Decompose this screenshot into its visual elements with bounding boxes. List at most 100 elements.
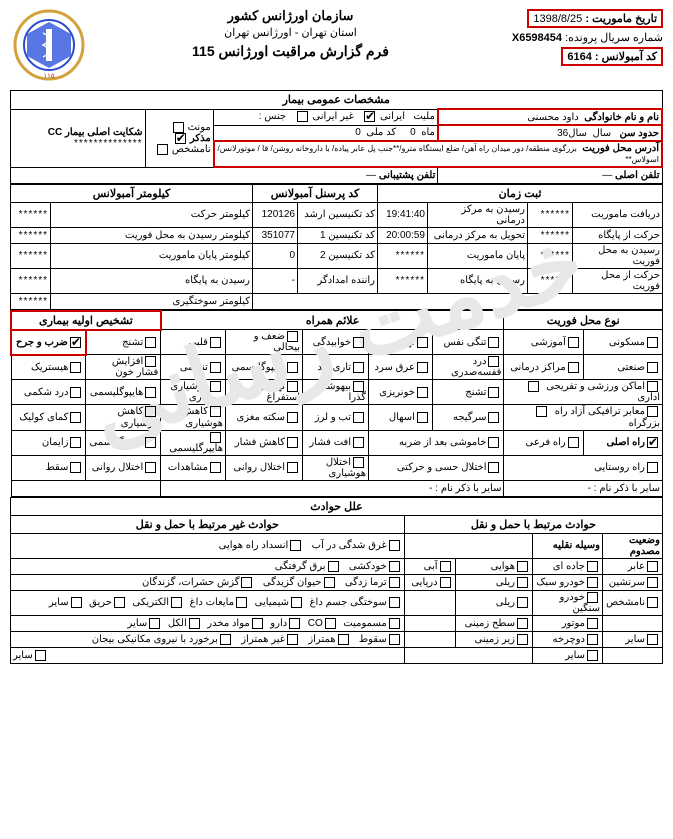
gender-label: جنس : [259, 112, 287, 123]
s33-chk[interactable] [353, 381, 364, 392]
loc-d1-chk[interactable] [647, 406, 658, 417]
loc-f1-chk[interactable] [647, 462, 658, 473]
v3-chk[interactable] [587, 592, 598, 603]
d5a-chk[interactable] [145, 437, 156, 448]
loc-c2-chk[interactable] [528, 381, 539, 392]
tt3-chk[interactable] [517, 577, 528, 588]
d3b-chk[interactable] [70, 387, 81, 398]
n24-chk[interactable] [35, 650, 46, 661]
s64-chk[interactable] [210, 462, 221, 473]
loc-c1-chk[interactable] [647, 381, 658, 392]
unknown-checkbox[interactable] [157, 144, 168, 155]
loc-a1-chk[interactable] [647, 337, 658, 348]
n6-chk[interactable] [324, 577, 335, 588]
n16-chk[interactable] [252, 618, 263, 629]
t-c3: پایان ماموریت [428, 243, 528, 268]
s63-chk[interactable] [287, 462, 298, 473]
n7: سوختگی جسم داغ [310, 597, 387, 608]
n21-chk[interactable] [287, 634, 298, 645]
n13-chk[interactable] [389, 618, 400, 629]
iranian-checkbox[interactable] [364, 111, 375, 122]
s13-chk[interactable] [353, 337, 364, 348]
loc-e1-chk[interactable] [647, 437, 658, 448]
male-checkbox[interactable] [175, 133, 186, 144]
d6a-chk[interactable] [145, 462, 156, 473]
n17-chk[interactable] [189, 618, 200, 629]
p5-chk[interactable] [647, 634, 658, 645]
s31-chk[interactable] [488, 387, 499, 398]
s44-chk[interactable] [287, 412, 298, 423]
s11-chk[interactable] [488, 337, 499, 348]
d4b-chk[interactable] [70, 412, 81, 423]
s62-chk[interactable] [353, 457, 364, 468]
n1-chk[interactable] [389, 540, 400, 551]
v2-chk[interactable] [587, 577, 598, 588]
s22-chk[interactable] [417, 362, 428, 373]
n22-chk[interactable] [220, 634, 231, 645]
p1-chk[interactable] [647, 561, 658, 572]
loc-e1: راه اصلی [606, 437, 645, 448]
s45-chk[interactable] [210, 406, 221, 417]
n23-chk[interactable] [389, 634, 400, 645]
tt5-chk[interactable] [517, 597, 528, 608]
v5-chk[interactable] [587, 634, 598, 645]
s51-chk[interactable] [488, 437, 499, 448]
v6-chk[interactable] [587, 650, 598, 661]
s41-chk[interactable] [488, 412, 499, 423]
s14-chk[interactable] [287, 331, 298, 342]
d6b-chk[interactable] [70, 462, 81, 473]
s35-chk[interactable] [210, 381, 221, 392]
loc-a2-chk[interactable] [568, 337, 579, 348]
n3-chk[interactable] [389, 561, 400, 572]
d1a-chk[interactable] [145, 337, 156, 348]
n12-chk[interactable] [71, 597, 82, 608]
n15-chk[interactable] [289, 618, 300, 629]
tt2-chk[interactable] [440, 561, 451, 572]
s43-chk[interactable] [353, 412, 364, 423]
d5b-chk[interactable] [70, 437, 81, 448]
v4-chk[interactable] [587, 618, 598, 629]
n14-chk[interactable] [325, 618, 336, 629]
loc-d2-chk[interactable] [536, 406, 547, 417]
d2a-chk[interactable] [145, 356, 156, 367]
s42-chk[interactable] [417, 412, 428, 423]
n4-chk[interactable] [328, 561, 339, 572]
tt9-chk[interactable] [517, 634, 528, 645]
s15-chk[interactable] [210, 337, 221, 348]
s55-chk[interactable] [210, 432, 221, 443]
s25-chk[interactable] [210, 362, 221, 373]
d2b-chk[interactable] [70, 362, 81, 373]
tt1-chk[interactable] [517, 561, 528, 572]
n5-chk[interactable] [389, 577, 400, 588]
tt4-chk[interactable] [440, 577, 451, 588]
d1b-chk[interactable] [70, 337, 81, 348]
n7-chk[interactable] [389, 597, 400, 608]
n11-chk[interactable] [114, 597, 125, 608]
s24-chk[interactable] [287, 362, 298, 373]
n9-chk[interactable] [236, 597, 247, 608]
n8-chk[interactable] [291, 597, 302, 608]
s23-chk[interactable] [353, 362, 364, 373]
s34-chk[interactable] [287, 381, 298, 392]
s61-chk[interactable] [488, 462, 499, 473]
loc-b1-chk[interactable] [647, 362, 658, 373]
s12-chk[interactable] [417, 337, 428, 348]
s21-chk[interactable] [488, 356, 499, 367]
loc-e2-chk[interactable] [568, 437, 579, 448]
n2-chk[interactable] [290, 540, 301, 551]
d3a-chk[interactable] [145, 387, 156, 398]
n20-chk[interactable] [338, 634, 349, 645]
n10-chk[interactable] [171, 597, 182, 608]
noniranian-checkbox[interactable] [297, 111, 308, 122]
s53-chk[interactable] [353, 437, 364, 448]
d4a-chk[interactable] [145, 406, 156, 417]
n19-chk[interactable] [241, 577, 252, 588]
n18-chk[interactable] [149, 618, 160, 629]
s54-chk[interactable] [287, 437, 298, 448]
p3-chk[interactable] [647, 597, 658, 608]
loc-b2-chk[interactable] [568, 362, 579, 373]
s32-chk[interactable] [417, 387, 428, 398]
p2-chk[interactable] [647, 577, 658, 588]
v1-chk[interactable] [587, 561, 598, 572]
tt7-chk[interactable] [517, 618, 528, 629]
